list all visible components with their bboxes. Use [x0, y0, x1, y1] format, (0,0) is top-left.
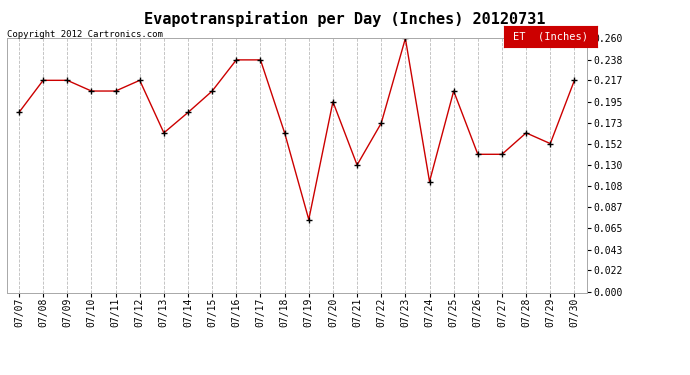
- Text: ET  (Inches): ET (Inches): [513, 32, 588, 42]
- Text: Copyright 2012 Cartronics.com: Copyright 2012 Cartronics.com: [7, 30, 163, 39]
- Text: Evapotranspiration per Day (Inches) 20120731: Evapotranspiration per Day (Inches) 2012…: [144, 11, 546, 27]
